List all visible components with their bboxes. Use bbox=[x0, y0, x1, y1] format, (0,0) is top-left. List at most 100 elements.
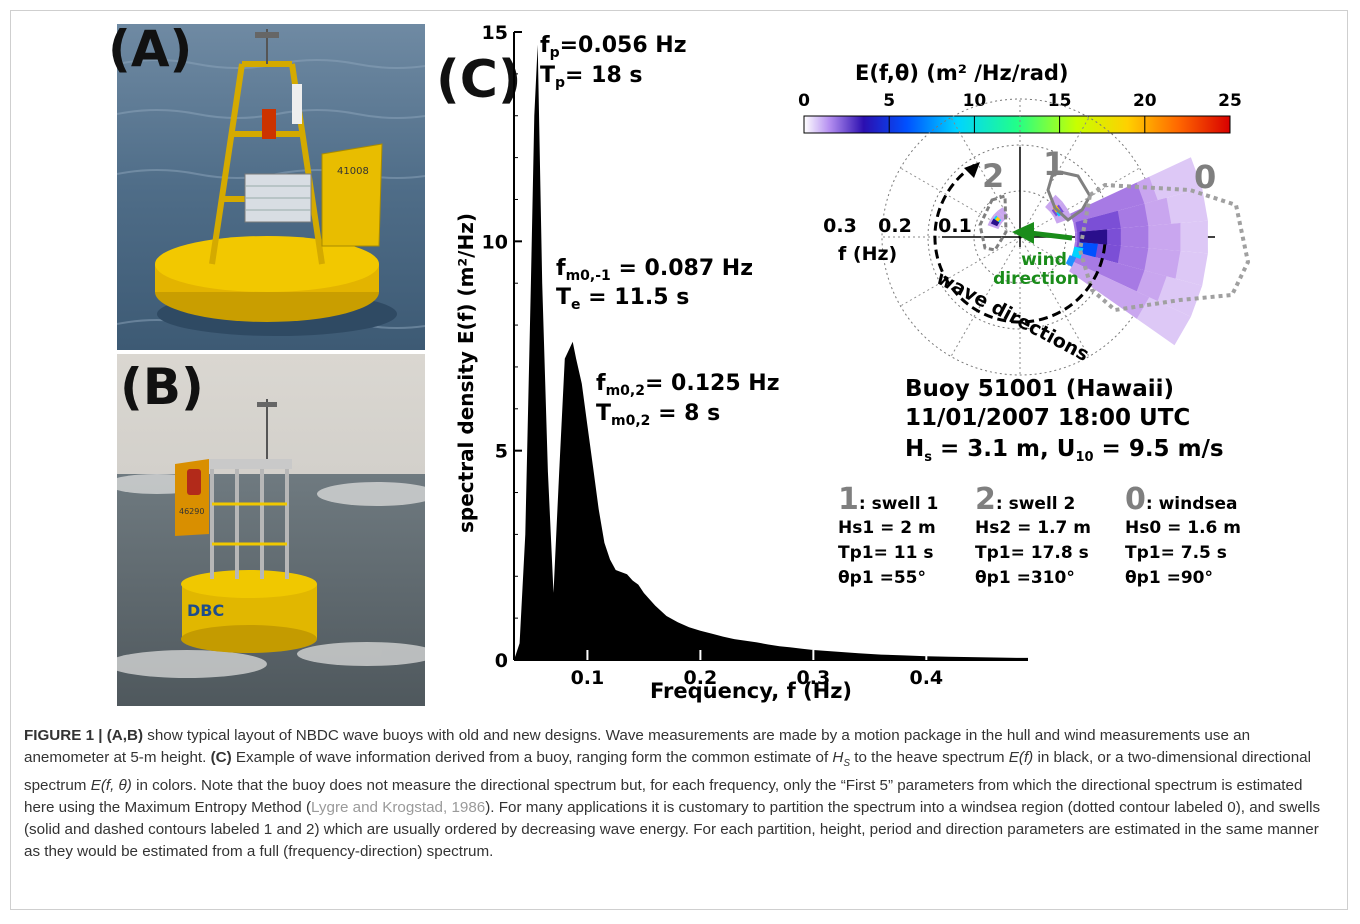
polar-radial-label: 0.2 bbox=[878, 215, 912, 237]
fm0-1-annotation: fm0,-1 = 0.087 Hz bbox=[556, 256, 753, 284]
spectrum-x-label: Frequency, f (Hz) bbox=[650, 679, 852, 703]
y-tick-label: 0 bbox=[495, 650, 508, 672]
spectral-energy-cell bbox=[990, 218, 1000, 227]
caption-hs: H bbox=[832, 749, 844, 766]
colorbar-tick-label: 25 bbox=[1218, 91, 1242, 111]
buoy-name: Buoy 51001 (Hawaii) bbox=[905, 376, 1174, 402]
caption-ab: (A,B) bbox=[106, 727, 144, 744]
buoy-old-illustration: 41008 bbox=[117, 24, 425, 350]
polar-radial-label: 0.1 bbox=[938, 215, 972, 237]
partition-header: 0: windsea bbox=[1125, 482, 1238, 517]
caption-text-5: in colors. Note that the buoy does not m… bbox=[24, 777, 1303, 817]
partition-value: Hs2 = 1.7 m bbox=[975, 518, 1091, 538]
swell-1-contour bbox=[1046, 170, 1092, 222]
caption-reference-link[interactable]: Lygre and Krogstad, 1986 bbox=[311, 799, 486, 817]
polar-grid-spoke bbox=[900, 167, 1021, 238]
colorbar-title: E(f,θ) (m² /Hz/rad) bbox=[855, 61, 1069, 85]
panel-label-a: (A) bbox=[108, 20, 193, 78]
polar-grid-spoke bbox=[900, 236, 1021, 307]
spectrum-area bbox=[514, 44, 1028, 661]
colorbar-tick-label: 20 bbox=[1133, 91, 1157, 111]
partition-value: Hs1 = 2 m bbox=[838, 518, 936, 538]
partition-header: 1: swell 1 bbox=[838, 482, 938, 517]
figure-frame bbox=[10, 10, 1348, 910]
partition-value: Tp1= 11 s bbox=[838, 543, 933, 563]
polar-radial-axis-label: f (Hz) bbox=[838, 243, 897, 265]
polar-radial-label: 0.3 bbox=[823, 215, 857, 237]
partition-value: θp1 =310° bbox=[975, 568, 1075, 588]
colorbar-tick-label: 0 bbox=[798, 91, 810, 111]
caption-eft: E(f, θ) bbox=[90, 777, 132, 795]
spectrum-ticks: 0.1 0.2 0.3 0.4 0 5 10 15 bbox=[482, 22, 944, 689]
partition-value: Tp1= 17.8 s bbox=[975, 543, 1089, 563]
polar-grid-spoke bbox=[950, 117, 1021, 238]
fm02-annotation: fm0,2= 0.125 Hz bbox=[596, 371, 780, 399]
wind-direction-arrow bbox=[1029, 230, 1073, 241]
windsea-contour bbox=[1077, 182, 1251, 313]
x-tick-label: 0.3 bbox=[797, 667, 831, 689]
buoy-photo-old-design: 41008 bbox=[117, 24, 425, 350]
partition-value: θp1 =55° bbox=[838, 568, 926, 588]
hull-number-new: 46290 bbox=[179, 507, 204, 516]
spectrum-y-label: spectral density E(f) (m²/Hz) bbox=[454, 213, 478, 533]
caption-text-6: ). For many applications it is customary… bbox=[24, 799, 1321, 861]
caption-figure-number: FIGURE 1 | bbox=[24, 727, 107, 744]
panel-label-b: (B) bbox=[120, 358, 204, 416]
spectral-energy-cell bbox=[1075, 210, 1121, 232]
colorbar-tick-label: 15 bbox=[1048, 91, 1072, 111]
peak-frequency-annotation: fp=0.056 Hz bbox=[540, 33, 687, 61]
partition-value: Hs0 = 1.6 m bbox=[1125, 518, 1241, 538]
spectral-energy-cell bbox=[993, 210, 1006, 223]
wave-directions-arc bbox=[933, 162, 1107, 324]
hull-number-old: 41008 bbox=[337, 166, 369, 177]
y-tick-label: 5 bbox=[495, 441, 508, 463]
caption-c: (C) bbox=[210, 749, 232, 766]
buoy-new-illustration: DBC 46290 bbox=[117, 354, 425, 706]
caption-text-2: Example of wave information derived from… bbox=[231, 749, 833, 766]
figure-caption: FIGURE 1 | (A,B) show typical layout of … bbox=[24, 725, 1334, 863]
partition-label-1: 1 bbox=[1043, 145, 1065, 183]
spectral-energy-cell bbox=[1070, 251, 1145, 292]
partition-label-0: 0 bbox=[1194, 158, 1216, 196]
colorbar-tick-label: 5 bbox=[883, 91, 895, 111]
caption-ef: E(f) bbox=[1008, 749, 1034, 766]
caption-text-1: show typical layout of NBDC wave buoys w… bbox=[24, 727, 1251, 766]
spectral-energy-cell bbox=[1079, 229, 1108, 245]
x-tick-label: 0.1 bbox=[571, 667, 605, 689]
caption-text-4: in black, or a two-dimensional direction… bbox=[24, 749, 1311, 795]
colorbar-tick-label: 10 bbox=[963, 91, 987, 111]
wind-label: wind bbox=[1021, 250, 1067, 270]
partition-value: Tp1= 7.5 s bbox=[1125, 543, 1227, 563]
wave-direction-arrowhead bbox=[964, 162, 980, 178]
wind-direction-arrowhead bbox=[1012, 222, 1034, 244]
colorbar-ticks: 0 5 10 15 20 25 bbox=[798, 91, 1242, 133]
buoy-datetime: 11/01/2007 18:00 UTC bbox=[905, 405, 1190, 431]
colorbar bbox=[803, 115, 1231, 134]
hull-text-new: DBC bbox=[187, 601, 224, 620]
polar-grid-spoke bbox=[950, 236, 1021, 357]
spectral-energy-cell bbox=[1065, 255, 1077, 267]
partition-label-2: 2 bbox=[982, 157, 1004, 195]
caption-text-3: to the heave spectrum bbox=[850, 749, 1009, 766]
x-tick-label: 0.4 bbox=[909, 667, 943, 689]
y-tick-label: 10 bbox=[482, 231, 508, 253]
hs-u10-values: Hs = 3.1 m, U10 = 9.5 m/s bbox=[905, 436, 1224, 465]
wind-direction-label: direction bbox=[993, 269, 1079, 289]
polar-grid-spoke bbox=[1019, 236, 1090, 357]
spectral-energy-cell bbox=[1071, 246, 1084, 259]
tm02-annotation: Tm0,2 = 8 s bbox=[596, 401, 720, 429]
partition-value: θp1 =90° bbox=[1125, 568, 1213, 588]
buoy-photo-new-design: DBC 46290 bbox=[117, 354, 425, 706]
polar-grid-spoke bbox=[1019, 117, 1090, 238]
panel-label-c: (C) bbox=[436, 50, 522, 110]
y-tick-label: 15 bbox=[482, 22, 508, 44]
caption-hs-sub: S bbox=[843, 758, 851, 770]
te-annotation: Te = 11.5 s bbox=[556, 285, 689, 313]
swell-2-contour bbox=[978, 193, 1008, 252]
partition-header: 2: swell 2 bbox=[975, 482, 1075, 517]
peak-period-annotation: Tp= 18 s bbox=[540, 63, 643, 91]
x-tick-label: 0.2 bbox=[684, 667, 718, 689]
